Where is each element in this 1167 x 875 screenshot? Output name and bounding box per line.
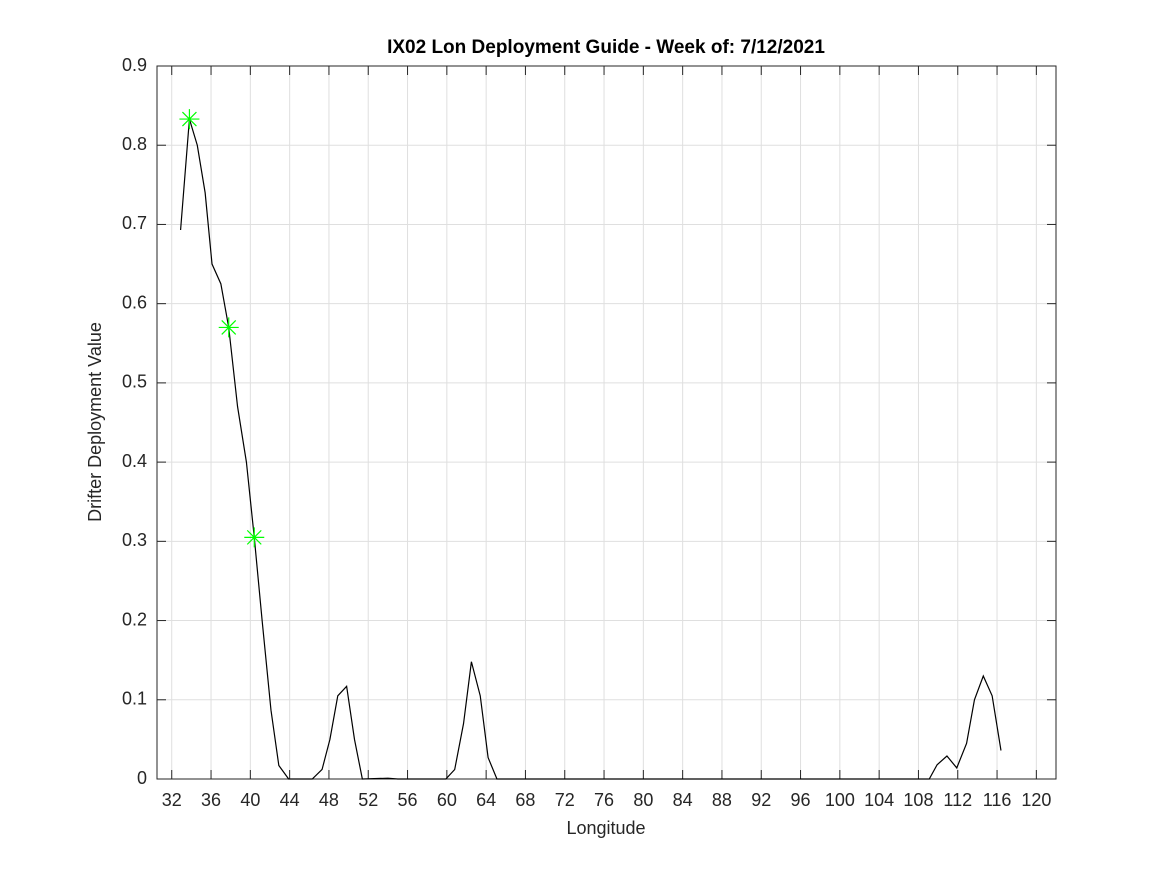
x-tick-label: 48	[319, 790, 339, 810]
x-tick-label: 84	[673, 790, 693, 810]
x-tick-label: 80	[633, 790, 653, 810]
star-marker	[218, 317, 239, 338]
x-tick-label: 112	[943, 790, 972, 810]
y-tick-label: 0.4	[122, 451, 147, 471]
star-marker	[244, 527, 265, 548]
x-tick-label: 36	[201, 790, 221, 810]
x-tick-label: 108	[903, 790, 933, 810]
x-tick-label: 104	[864, 790, 894, 810]
y-tick-label: 0	[137, 768, 147, 788]
x-tick-label: 52	[358, 790, 378, 810]
data-line	[179, 118, 1002, 780]
x-tick-label: 92	[751, 790, 771, 810]
y-tick-label: 0.2	[122, 609, 147, 629]
y-tick-label: 0.8	[122, 134, 147, 154]
x-tick-label: 32	[162, 790, 182, 810]
y-tick-label: 0.3	[122, 530, 147, 550]
y-axis-label: Drifter Deployment Value	[85, 322, 105, 522]
x-tick-label: 116	[983, 790, 1012, 810]
x-axis-label: Longitude	[566, 818, 645, 838]
y-tick-label: 0.9	[122, 55, 147, 75]
chart-title: IX02 Lon Deployment Guide - Week of: 7/1…	[387, 37, 825, 58]
y-tick-label: 0.5	[122, 372, 147, 392]
x-tick-label: 68	[515, 790, 535, 810]
x-tick-label: 40	[240, 790, 260, 810]
x-tick-label: 76	[594, 790, 614, 810]
x-tick-label: 64	[476, 790, 496, 810]
y-tick-label: 0.1	[122, 689, 147, 709]
x-tick-label: 44	[280, 790, 300, 810]
x-tick-label: 120	[1021, 790, 1051, 810]
y-tick-label: 0.7	[122, 213, 147, 233]
x-tick-label: 96	[791, 790, 811, 810]
x-tick-label: 56	[398, 790, 418, 810]
y-tick-label: 0.6	[122, 292, 147, 312]
x-tick-label: 88	[712, 790, 732, 810]
x-tick-label: 60	[437, 790, 457, 810]
x-tick-label: 72	[555, 790, 575, 810]
x-tick-label: 100	[825, 790, 855, 810]
star-marker	[179, 109, 200, 130]
